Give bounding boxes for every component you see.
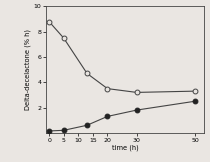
Y-axis label: Delta-decelactone (% h): Delta-decelactone (% h) [24, 29, 31, 110]
X-axis label: time (h): time (h) [112, 145, 138, 151]
